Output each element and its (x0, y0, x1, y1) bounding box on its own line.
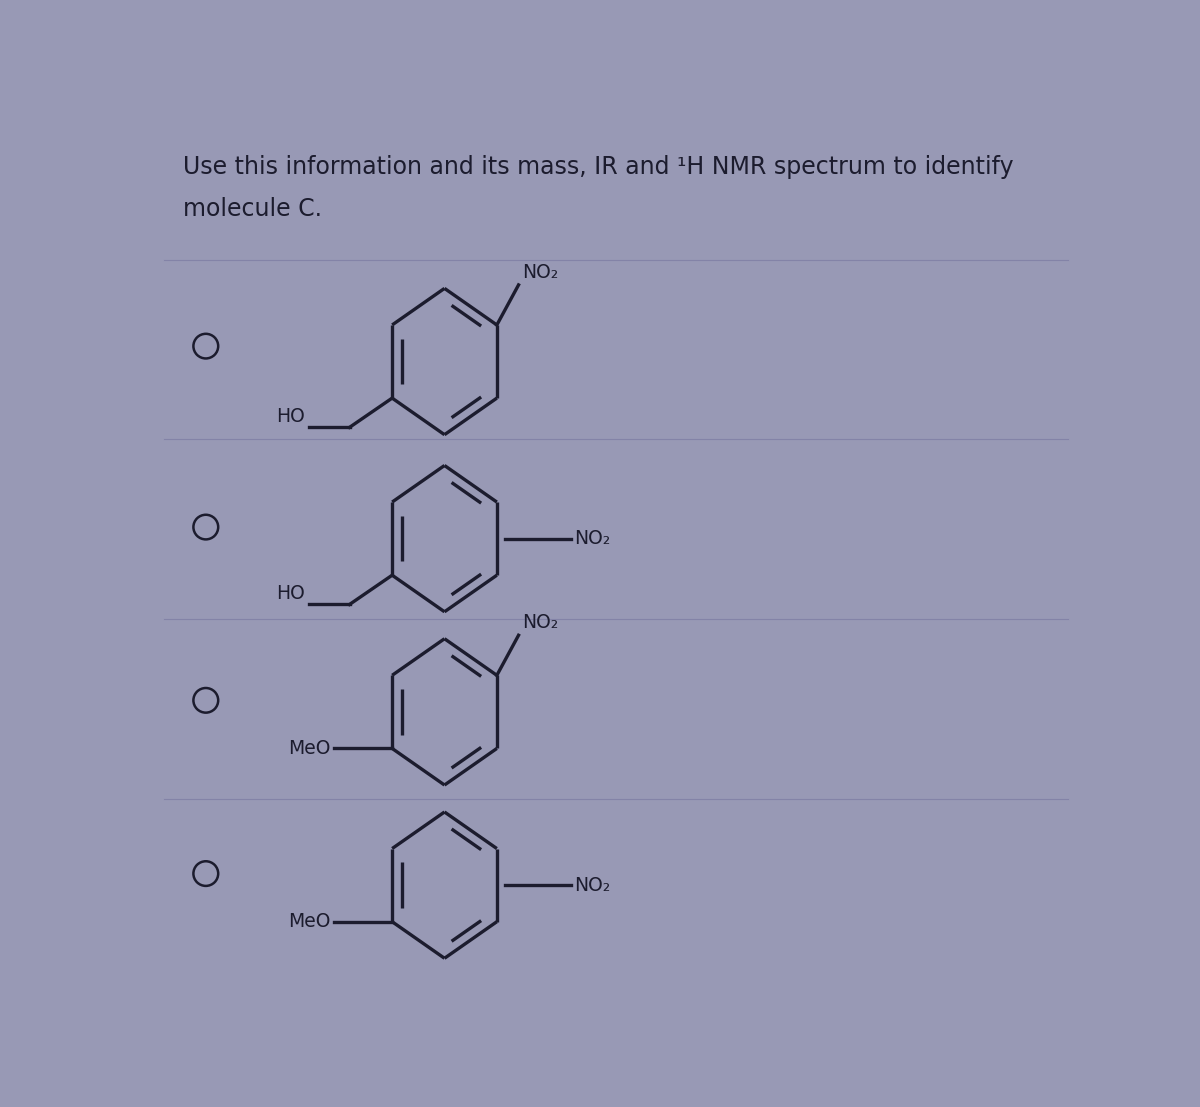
Text: NO₂: NO₂ (522, 613, 558, 632)
Text: molecule C.: molecule C. (182, 197, 322, 220)
Text: HO: HO (276, 583, 305, 603)
Text: NO₂: NO₂ (574, 876, 610, 894)
Text: HO: HO (276, 407, 305, 426)
Text: MeO: MeO (288, 739, 330, 758)
Text: MeO: MeO (288, 912, 330, 931)
Text: NO₂: NO₂ (574, 529, 610, 548)
Text: NO₂: NO₂ (522, 262, 558, 282)
Text: Use this information and its mass, IR and ¹H NMR spectrum to identify: Use this information and its mass, IR an… (182, 155, 1013, 179)
